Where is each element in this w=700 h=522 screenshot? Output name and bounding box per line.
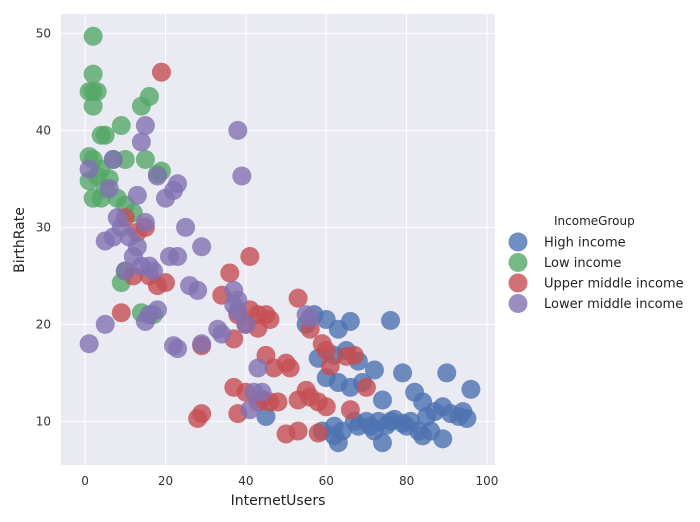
data-point [143, 261, 163, 281]
data-point [168, 339, 188, 359]
data-point [316, 341, 336, 361]
data-point [83, 64, 103, 84]
data-point [220, 263, 240, 283]
legend-entry-label: Upper middle income [544, 277, 684, 292]
x-tick-label: 80 [399, 474, 414, 488]
data-point [99, 179, 119, 199]
data-point [192, 334, 212, 354]
legend-entry-label: High income [544, 236, 626, 251]
x-tick-label: 0 [81, 474, 89, 488]
data-point [240, 400, 260, 420]
data-point [139, 86, 159, 106]
legend-marker [508, 253, 528, 272]
x-axis-label: InternetUsers [231, 493, 326, 509]
data-point [288, 288, 308, 308]
data-point [320, 356, 340, 376]
data-point [236, 314, 256, 334]
data-point [252, 382, 272, 402]
data-point [111, 303, 131, 323]
data-point [192, 404, 212, 424]
data-point [280, 358, 300, 378]
y-tick-label: 30 [36, 220, 51, 234]
series-lower-middle-income [79, 116, 320, 420]
data-point [135, 116, 155, 136]
data-point [135, 311, 155, 331]
data-point [344, 345, 364, 365]
data-point [356, 377, 376, 397]
legend: IncomeGroup High income Low income Upper m… [508, 214, 684, 313]
data-point [256, 407, 276, 427]
data-point [381, 310, 401, 330]
data-point [168, 246, 188, 266]
data-point [372, 433, 392, 453]
data-point [288, 421, 308, 441]
data-point [176, 217, 196, 237]
legend-marker [508, 294, 528, 313]
legend-entry-label: Lower middle income [544, 297, 683, 312]
data-point [248, 358, 268, 378]
data-point [316, 397, 336, 417]
data-point [212, 324, 232, 344]
tick-labels: 0 20 40 60 80 100 10 20 30 40 50 [36, 26, 499, 488]
data-point [111, 116, 131, 136]
data-point [127, 237, 147, 257]
data-point [135, 213, 155, 233]
data-point [461, 379, 481, 399]
data-point [83, 96, 103, 116]
data-point [87, 82, 107, 102]
x-tick-label: 60 [319, 474, 334, 488]
data-point [83, 26, 103, 46]
data-point [79, 334, 99, 354]
data-point [103, 149, 123, 169]
data-point [228, 120, 248, 140]
y-axis-label: BirthRate [12, 207, 28, 273]
data-point [192, 237, 212, 257]
data-point [372, 390, 392, 410]
x-tick-label: 40 [238, 474, 253, 488]
data-point [147, 166, 167, 186]
data-point [240, 246, 260, 266]
data-point [340, 311, 360, 331]
data-point [300, 308, 320, 328]
data-point [413, 426, 433, 446]
data-point [397, 416, 417, 436]
data-point [437, 363, 457, 383]
data-point [95, 314, 115, 334]
data-point [155, 273, 175, 293]
data-point [232, 166, 252, 186]
y-tick-label: 40 [36, 123, 51, 137]
data-point [115, 261, 135, 281]
data-point [308, 423, 328, 443]
data-point [91, 125, 111, 145]
data-point [433, 429, 453, 449]
x-tick-label: 20 [158, 474, 173, 488]
data-point [131, 132, 151, 152]
data-point [340, 400, 360, 420]
x-tick-label: 100 [476, 474, 499, 488]
data-point [381, 411, 401, 431]
y-tick-label: 20 [36, 317, 51, 331]
data-point [364, 360, 384, 380]
data-point [127, 185, 147, 205]
data-points [79, 26, 481, 453]
data-point [188, 280, 208, 300]
data-point [328, 433, 348, 453]
data-point [268, 392, 288, 412]
data-point [79, 159, 99, 179]
legend-marker [508, 232, 528, 252]
data-point [168, 174, 188, 194]
y-tick-label: 10 [36, 414, 51, 428]
y-tick-label: 50 [36, 26, 51, 40]
data-point [393, 363, 413, 383]
legend-entry-label: Low income [544, 256, 621, 271]
data-point [135, 149, 155, 169]
series-high-income [256, 305, 481, 453]
legend-title: IncomeGroup [554, 214, 635, 228]
data-point [151, 62, 171, 82]
data-point [457, 408, 477, 428]
legend-marker [508, 273, 528, 293]
